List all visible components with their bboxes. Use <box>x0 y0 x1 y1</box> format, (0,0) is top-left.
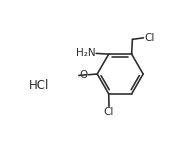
Text: Cl: Cl <box>144 33 155 43</box>
Text: H₂N: H₂N <box>76 48 96 58</box>
Text: Cl: Cl <box>104 107 114 117</box>
Text: HCl: HCl <box>29 79 50 92</box>
Text: O: O <box>80 70 88 80</box>
